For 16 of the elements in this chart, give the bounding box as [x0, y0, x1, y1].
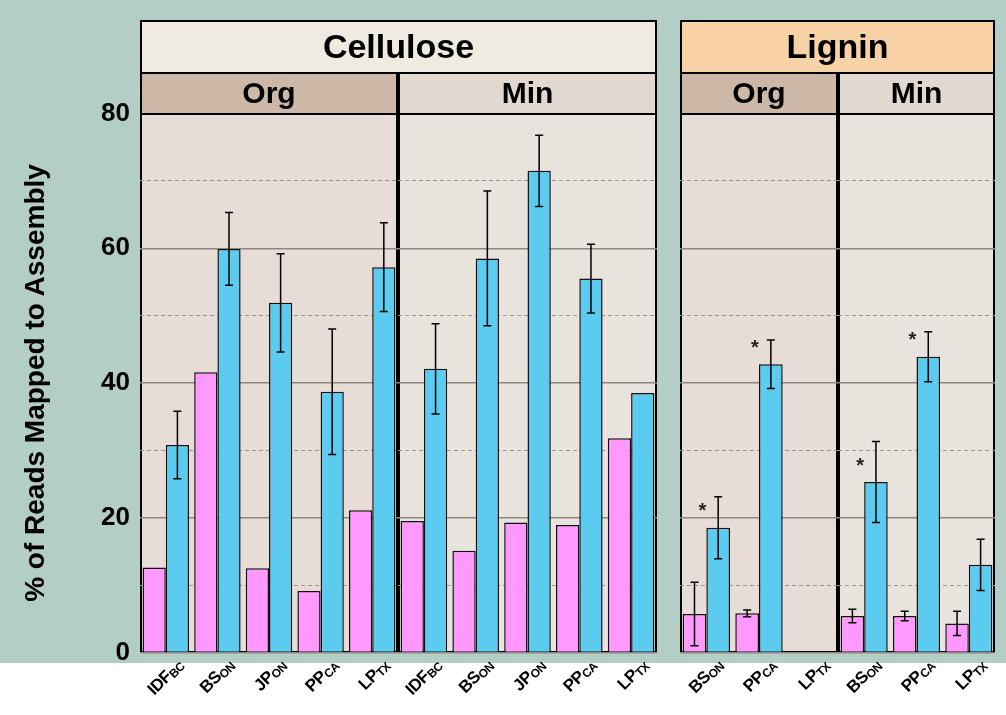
- annotation: *: [698, 499, 707, 522]
- annotation: *: [751, 335, 760, 358]
- y-tick-label: 60: [101, 231, 130, 262]
- chart-subtitle: Org: [680, 71, 838, 115]
- y-tick-label: 40: [101, 366, 130, 397]
- chart-subtitle: Min: [398, 71, 657, 115]
- annotation: *: [856, 453, 865, 476]
- y-axis-title: % of Reads Mapped to Assembly: [18, 163, 50, 602]
- y-tick-label: 0: [115, 635, 130, 666]
- chart-subtitle: Org: [140, 71, 398, 115]
- y-tick-label: 80: [101, 96, 130, 127]
- chart-title: Cellulose: [140, 19, 657, 74]
- chart-title: Lignin: [680, 19, 995, 74]
- chart-subtitle: Min: [838, 71, 995, 115]
- y-tick-label: 20: [101, 500, 130, 531]
- annotation: *: [908, 328, 917, 351]
